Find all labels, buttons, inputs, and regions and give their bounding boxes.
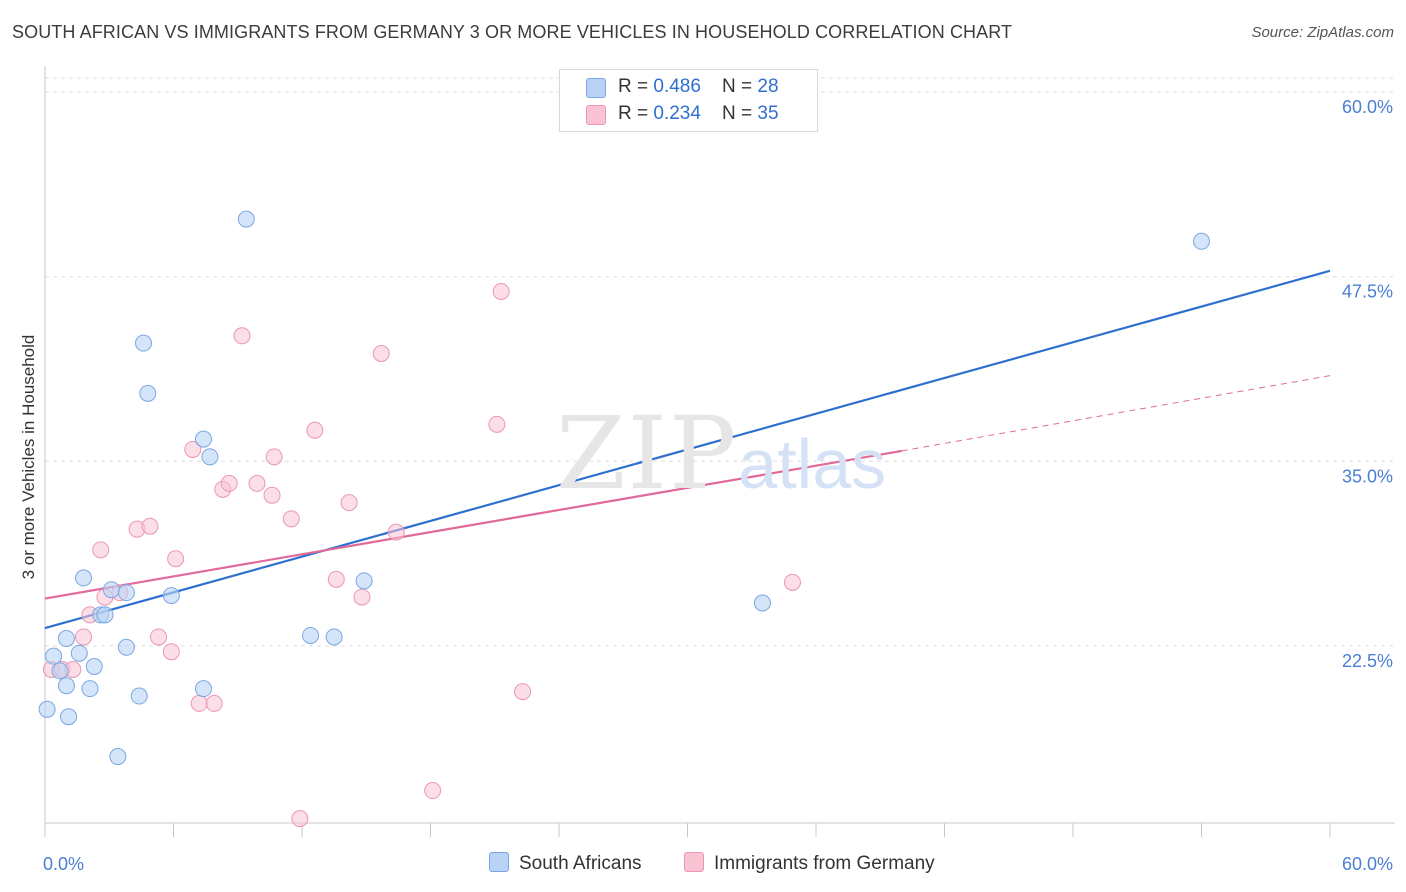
south-africans-point xyxy=(117,584,135,602)
tick-labels: 22.5% 35.0% 47.5% 60.0% 0.0% 60.0% xyxy=(43,97,1393,874)
germany-point xyxy=(291,810,309,828)
south-africans-point xyxy=(45,647,63,665)
legend-n-label: N = xyxy=(722,76,758,97)
germany-point xyxy=(282,510,300,528)
legend-r-value: 0.234 xyxy=(653,103,701,124)
legend-r-value: 0.486 xyxy=(653,76,701,97)
germany-point xyxy=(141,517,159,535)
y-axis-label: 3 or more Vehicles in Household xyxy=(19,335,38,580)
legend-n-label: N = xyxy=(722,103,758,124)
germany-point xyxy=(353,588,371,606)
source-label: Source: ZipAtlas.com xyxy=(1251,24,1394,41)
germany-trend-line xyxy=(44,449,902,600)
germany-point xyxy=(488,415,506,433)
germany-point xyxy=(162,643,180,661)
germany-point xyxy=(75,628,93,646)
y-tick-label: 60.0% xyxy=(1342,97,1393,117)
germany-point xyxy=(372,344,390,362)
bottom-legend-germany: Immigrants from Germany xyxy=(684,852,935,875)
germany-trend-extension xyxy=(901,375,1331,452)
south-africans-point xyxy=(85,657,103,675)
south-africans-point xyxy=(38,700,56,718)
germany-point xyxy=(387,523,405,541)
watermark: ZIPatlas xyxy=(556,395,886,512)
germany-point xyxy=(424,782,442,800)
germany-point xyxy=(233,327,251,345)
bottom-legend-south-africans: South Africans xyxy=(489,852,642,875)
germany-point xyxy=(306,421,324,439)
south-africans-point xyxy=(237,210,255,228)
south-africans-point xyxy=(302,626,320,644)
south-africans-point xyxy=(60,708,78,726)
germany-point xyxy=(514,683,532,701)
germany-point xyxy=(220,474,238,492)
trend-lines xyxy=(44,269,1331,630)
south-africans-point xyxy=(135,334,153,352)
pink-swatch-icon xyxy=(586,105,606,125)
south-africans-point xyxy=(96,606,114,624)
germany-point xyxy=(205,694,223,712)
south-africans-point xyxy=(139,384,157,402)
germany-point xyxy=(248,474,266,492)
germany-point xyxy=(340,494,358,512)
blue-swatch-icon xyxy=(586,78,606,98)
south-africans-point xyxy=(81,680,99,698)
south-africans-trend-line xyxy=(44,269,1331,630)
watermark-atlas: atlas xyxy=(738,425,887,503)
south-africans-point xyxy=(325,628,343,646)
south-africans-point xyxy=(51,662,69,680)
south-africans-point xyxy=(57,677,75,695)
south-africans-point xyxy=(130,687,148,705)
axes xyxy=(44,66,1395,837)
south-africans-point xyxy=(162,587,180,605)
south-africans-point xyxy=(1193,232,1210,250)
south-africans-point xyxy=(57,629,75,647)
germany-point xyxy=(92,541,110,559)
south-africans-point xyxy=(355,572,373,590)
germany-point xyxy=(492,282,510,300)
blue-swatch-icon xyxy=(489,852,509,872)
south-africans-point xyxy=(109,748,127,766)
y-tick-label: 47.5% xyxy=(1342,282,1393,302)
bottom-legend-label: Immigrants from Germany xyxy=(714,853,935,874)
south-africans-point xyxy=(117,638,135,656)
pink-swatch-icon xyxy=(684,852,704,872)
germany-point xyxy=(150,628,168,646)
data-points xyxy=(38,210,1210,828)
germany-point xyxy=(783,573,801,591)
south-africans-point xyxy=(75,569,93,587)
south-africans-point xyxy=(70,644,88,662)
stats-legend: R = 0.486 N = 28 R = 0.234 N = 35 xyxy=(559,69,818,132)
germany-point xyxy=(327,570,345,588)
germany-point xyxy=(184,440,202,458)
legend-n-value: 35 xyxy=(757,103,779,124)
bottom-legend-label: South Africans xyxy=(519,853,642,874)
south-africans-point xyxy=(194,680,212,698)
chart-title: SOUTH AFRICAN VS IMMIGRANTS FROM GERMANY… xyxy=(12,22,1013,42)
germany-point xyxy=(265,448,283,466)
south-africans-point xyxy=(194,430,212,448)
germany-point xyxy=(263,486,281,504)
legend-r-label: R = xyxy=(618,76,654,97)
south-africans-point xyxy=(201,448,219,466)
watermark-zip: ZIP xyxy=(556,395,739,512)
x-tick-label: 60.0% xyxy=(1342,854,1393,874)
y-tick-label: 35.0% xyxy=(1342,466,1393,486)
germany-point xyxy=(190,694,208,712)
south-africans-point xyxy=(102,581,120,599)
south-africans-point xyxy=(753,594,771,612)
grid-lines xyxy=(45,77,1395,647)
y-tick-label: 22.5% xyxy=(1342,651,1393,671)
legend-r-label: R = xyxy=(618,103,654,124)
legend-n-value: 28 xyxy=(757,76,779,97)
germany-point xyxy=(167,550,185,568)
x-tick-label: 0.0% xyxy=(43,854,84,874)
